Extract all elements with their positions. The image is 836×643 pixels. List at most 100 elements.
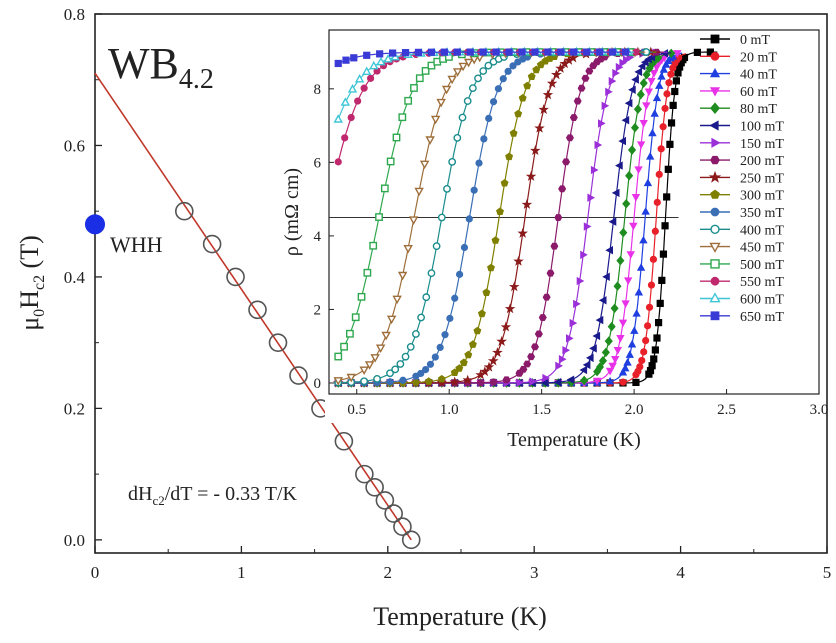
whh-label: WHH bbox=[110, 232, 163, 257]
inset-x-tick-label: 1.0 bbox=[440, 402, 459, 418]
rho-point bbox=[595, 315, 604, 325]
rho-point bbox=[667, 70, 675, 78]
rho-point bbox=[375, 213, 383, 221]
rho-point bbox=[623, 357, 632, 366]
rho-point bbox=[639, 120, 648, 128]
rho-point bbox=[452, 68, 463, 77]
rho-point bbox=[542, 293, 551, 301]
rho-point bbox=[550, 242, 559, 250]
inset-x-tick-label: 1.5 bbox=[532, 402, 551, 418]
rho-point bbox=[651, 346, 659, 354]
legend-label: 650 mT bbox=[740, 310, 784, 325]
rho-point bbox=[458, 62, 468, 72]
main-title-subscript: 4.2 bbox=[179, 64, 214, 95]
hc2-point bbox=[202, 234, 222, 254]
rho-point bbox=[664, 165, 672, 173]
rho-point bbox=[504, 67, 512, 75]
rho-point bbox=[527, 72, 536, 80]
rho-point bbox=[529, 377, 538, 386]
legend-marker bbox=[711, 137, 721, 148]
rho-point bbox=[557, 48, 565, 56]
rho-point bbox=[410, 84, 418, 92]
rho-point bbox=[347, 84, 358, 93]
rho-point bbox=[401, 352, 410, 361]
rho-point bbox=[604, 336, 613, 346]
rho-point bbox=[632, 308, 641, 317]
rho-point bbox=[590, 165, 599, 175]
x-tick-label: 4 bbox=[676, 563, 685, 582]
rho-point bbox=[601, 101, 610, 110]
rho-point bbox=[615, 161, 623, 170]
rho-point bbox=[430, 115, 441, 125]
rho-point bbox=[414, 48, 423, 56]
rho-point bbox=[621, 48, 630, 56]
rho-point bbox=[596, 48, 604, 56]
rho-point bbox=[334, 158, 342, 166]
legend-marker bbox=[709, 242, 721, 253]
rho-point bbox=[570, 48, 578, 56]
rho-point bbox=[417, 369, 425, 378]
legend-label: 550 mT bbox=[740, 275, 784, 290]
rho-point bbox=[523, 81, 532, 90]
rho-point bbox=[514, 109, 523, 118]
rho-point bbox=[440, 48, 448, 56]
rho-point bbox=[354, 97, 362, 105]
main-xlabel: Temperature (K) bbox=[373, 602, 547, 631]
rho-point bbox=[531, 48, 539, 56]
rho-point bbox=[573, 299, 581, 309]
rho-point bbox=[381, 331, 391, 341]
legend-marker bbox=[710, 207, 720, 217]
rho-point bbox=[654, 319, 663, 327]
rho-point bbox=[665, 79, 673, 87]
rho-point bbox=[491, 236, 500, 244]
main-title: WB4.2 bbox=[108, 39, 214, 95]
rho-point bbox=[663, 193, 671, 201]
rho-point bbox=[411, 378, 420, 386]
rho-point bbox=[605, 87, 613, 96]
rho-point bbox=[562, 158, 571, 166]
rho-point bbox=[577, 84, 586, 92]
rho-point bbox=[350, 54, 358, 62]
rho-point bbox=[364, 361, 375, 370]
rho-point bbox=[459, 358, 468, 367]
rho-point bbox=[659, 65, 668, 73]
rho-point bbox=[505, 48, 513, 56]
rho-point bbox=[544, 48, 552, 56]
legend-label: 80 mT bbox=[740, 102, 777, 117]
legend-marker bbox=[710, 34, 720, 44]
rho-point bbox=[369, 60, 379, 70]
rho-point bbox=[504, 303, 516, 314]
rho-point bbox=[496, 336, 507, 347]
inset-y-tick-label: 2 bbox=[314, 302, 322, 318]
rho-point bbox=[389, 49, 397, 57]
rho-point bbox=[455, 270, 464, 278]
y-tick-label: 0.2 bbox=[64, 399, 85, 418]
rho-point bbox=[644, 88, 654, 97]
rho-point bbox=[360, 84, 368, 92]
rho-point bbox=[347, 113, 355, 122]
rho-point bbox=[598, 296, 607, 305]
rho-point bbox=[625, 170, 634, 181]
rho-point bbox=[398, 113, 407, 122]
rho-point bbox=[363, 268, 372, 277]
rho-point bbox=[648, 128, 657, 137]
legend-label: 400 mT bbox=[740, 223, 784, 238]
fit-line bbox=[94, 72, 412, 541]
legend-marker bbox=[710, 276, 720, 286]
legend-label: 100 mT bbox=[740, 120, 784, 135]
rho-point bbox=[639, 235, 648, 244]
rho-point bbox=[611, 188, 620, 198]
rho-point bbox=[628, 85, 636, 94]
rho-point bbox=[448, 157, 457, 166]
rho-point bbox=[404, 96, 413, 105]
rho-point bbox=[517, 227, 528, 238]
rho-point bbox=[479, 48, 487, 56]
rho-point bbox=[386, 378, 394, 386]
rho-point bbox=[624, 277, 633, 286]
legend-marker bbox=[709, 120, 719, 131]
rho-point bbox=[674, 69, 682, 77]
rho-point bbox=[447, 75, 457, 85]
y-tick-label: 0.6 bbox=[64, 136, 85, 155]
rho-point bbox=[661, 60, 671, 68]
rho-point bbox=[580, 375, 589, 386]
